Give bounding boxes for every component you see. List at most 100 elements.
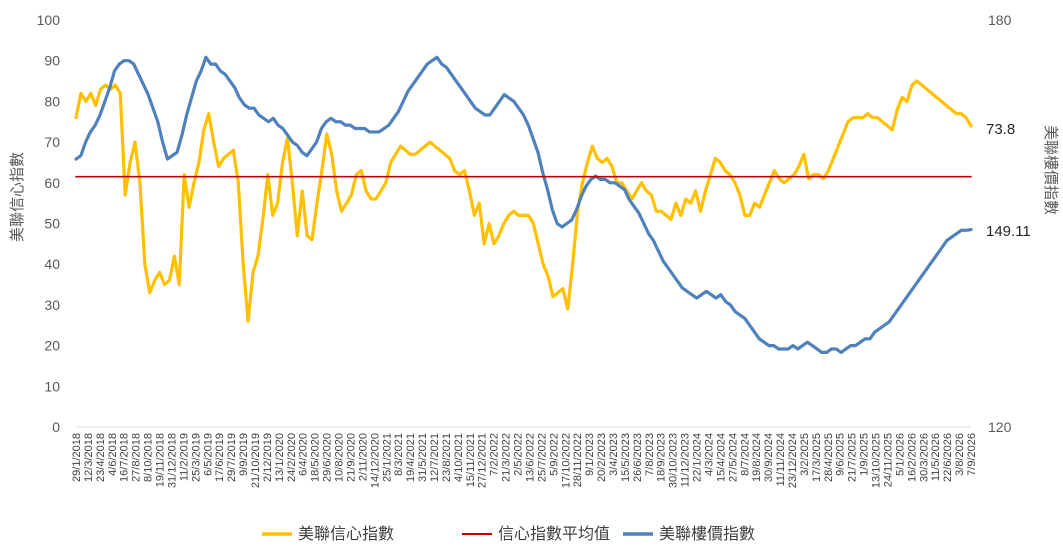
x-tick-label: 13/1/2020 [274, 433, 286, 482]
x-tick-label: 21/9/2020 [345, 433, 357, 482]
x-axis-tick-labels: 29/1/2018 12/3/2018 23/4/2018 4/6/2018 16/7/… [71, 433, 978, 488]
left-y-axis-title: 美聯信心指數 [8, 152, 26, 242]
x-tick-label: 5/9/2022 [548, 433, 560, 476]
x-tick-label: 29/7/2019 [226, 433, 238, 482]
x-tick-label: 6/5/2019 [202, 433, 214, 476]
left-y-axis-ticks: 0 10 20 30 40 50 60 70 80 90 100 [37, 12, 61, 435]
series-line [74, 55, 973, 354]
x-tick-label: 16/2/2026 [906, 433, 918, 482]
x-tick-label: 25/7/2022 [536, 433, 548, 482]
x-tick-label: 2/5/2022 [513, 433, 525, 476]
left-y-tick-label: 10 [44, 378, 60, 394]
x-tick-label: 15/5/2023 [620, 433, 632, 482]
x-tick-label: 12/3/2018 [83, 433, 95, 482]
x-tick-label: 15/11/2021 [465, 433, 477, 487]
x-tick-label: 22/6/2026 [942, 433, 954, 482]
x-tick-label: 13/10/2025 [871, 433, 883, 488]
legend-label: 美聯信心指數 [298, 524, 394, 543]
x-tick-label: 29/1/2018 [71, 433, 83, 482]
x-tick-label: 13/6/2022 [524, 433, 536, 482]
left-y-tick-label: 30 [44, 297, 60, 313]
x-tick-label: 17/3/2025 [811, 433, 823, 482]
x-tick-label: 7/9/2026 [966, 433, 978, 476]
x-tick-label: 9/6/2025 [835, 433, 847, 476]
x-tick-label: 24/11/2025 [882, 433, 894, 487]
x-tick-label: 28/11/2022 [572, 433, 584, 487]
left-y-tick-label: 90 [44, 53, 60, 69]
x-tick-label: 2/12/2019 [262, 433, 274, 482]
x-tick-label: 19/8/2024 [751, 433, 763, 482]
legend: 美聯信心指數 信心指數平均值 美聯樓價指數 [262, 524, 755, 543]
x-tick-label: 9/9/2019 [238, 433, 250, 476]
x-tick-label: 31/5/2021 [417, 433, 429, 482]
x-tick-label: 5/1/2026 [894, 433, 906, 476]
price-index-last-value-label: 149.11 [986, 223, 1031, 240]
left-y-tick-label: 20 [44, 338, 60, 354]
x-tick-label: 30/10/2023 [668, 433, 680, 488]
x-tick-label: 10/8/2020 [334, 433, 346, 482]
x-tick-label: 30/3/2026 [918, 433, 930, 482]
x-tick-label: 23/4/2018 [95, 433, 107, 482]
x-tick-label: 4/10/2021 [453, 433, 465, 482]
x-tick-label: 1/9/2025 [859, 433, 871, 476]
x-tick-label: 23/12/2024 [787, 433, 799, 488]
x-tick-label: 21/3/2022 [501, 433, 513, 482]
left-y-tick-label: 80 [44, 93, 60, 109]
x-tick-label: 11/5/2026 [930, 433, 942, 481]
x-tick-label: 12/7/2021 [429, 433, 441, 482]
x-tick-label: 27/8/2018 [131, 433, 143, 482]
x-tick-label: 19/4/2021 [405, 433, 417, 482]
left-y-tick-label: 0 [52, 419, 60, 435]
x-tick-label: 8/7/2024 [739, 433, 751, 476]
x-tick-label: 22/1/2024 [692, 433, 704, 482]
x-tick-label: 3/4/2023 [608, 433, 620, 476]
x-tick-label: 18/5/2020 [310, 433, 322, 482]
x-tick-label: 19/11/2018 [155, 433, 167, 487]
x-tick-label: 23/8/2021 [441, 433, 453, 482]
x-tick-label: 20/2/2023 [596, 433, 608, 482]
legend-label: 信心指數平均值 [498, 524, 610, 543]
legend-label: 美聯樓價指數 [659, 524, 755, 543]
x-tick-label: 9/1/2023 [584, 433, 596, 476]
x-tick-label: 21/7/2025 [847, 433, 859, 482]
x-tick-label: 29/6/2020 [322, 433, 334, 482]
left-y-tick-label: 50 [44, 216, 60, 232]
x-tick-label: 21/10/2019 [250, 433, 262, 488]
left-y-tick-label: 100 [37, 12, 61, 28]
x-tick-label: 15/4/2024 [715, 433, 727, 482]
x-tick-label: 27/5/2024 [727, 433, 739, 482]
right-y-tick-label: 180 [988, 12, 1012, 28]
x-tick-label: 8/10/2018 [143, 433, 155, 482]
x-tick-label: 11/2/2019 [178, 433, 190, 481]
series-layer [74, 55, 973, 354]
x-tick-label: 11/11/2024 [775, 433, 787, 486]
left-y-tick-label: 60 [44, 175, 60, 191]
x-tick-label: 8/3/2021 [393, 433, 405, 476]
x-tick-label: 25/3/2019 [190, 433, 202, 482]
x-tick-label: 4/3/2024 [703, 433, 715, 476]
x-tick-label: 31/12/2018 [166, 433, 178, 488]
x-tick-label: 7/2/2022 [489, 433, 501, 476]
x-tick-label: 27/12/2021 [477, 433, 489, 488]
left-y-tick-label: 40 [44, 256, 60, 272]
x-tick-label: 11/12/2023 [680, 433, 692, 487]
x-tick-label: 30/9/2024 [763, 433, 775, 482]
x-tick-label: 25/1/2021 [381, 433, 393, 482]
x-tick-label: 16/7/2018 [119, 433, 131, 482]
left-y-tick-label: 70 [44, 134, 60, 150]
right-y-axis-title: 美聯樓價指數 [1042, 125, 1060, 215]
x-tick-label: 26/6/2023 [632, 433, 644, 482]
x-tick-label: 18/9/2023 [656, 433, 668, 482]
x-tick-label: 3/2/2025 [799, 433, 811, 476]
x-tick-label: 28/4/2025 [823, 433, 835, 482]
x-tick-label: 14/12/2020 [369, 433, 381, 488]
x-tick-label: 17/10/2022 [560, 433, 572, 488]
x-tick-label: 7/8/2023 [644, 433, 656, 476]
x-tick-label: 3/8/2026 [954, 433, 966, 476]
x-tick-label: 17/6/2019 [214, 433, 226, 482]
x-tick-label: 24/2/2020 [286, 433, 298, 482]
x-tick-label: 6/4/2020 [298, 433, 310, 476]
confidence-index-last-value-label: 73.8 [986, 121, 1015, 138]
x-tick-label: 2/11/2020 [357, 433, 369, 481]
